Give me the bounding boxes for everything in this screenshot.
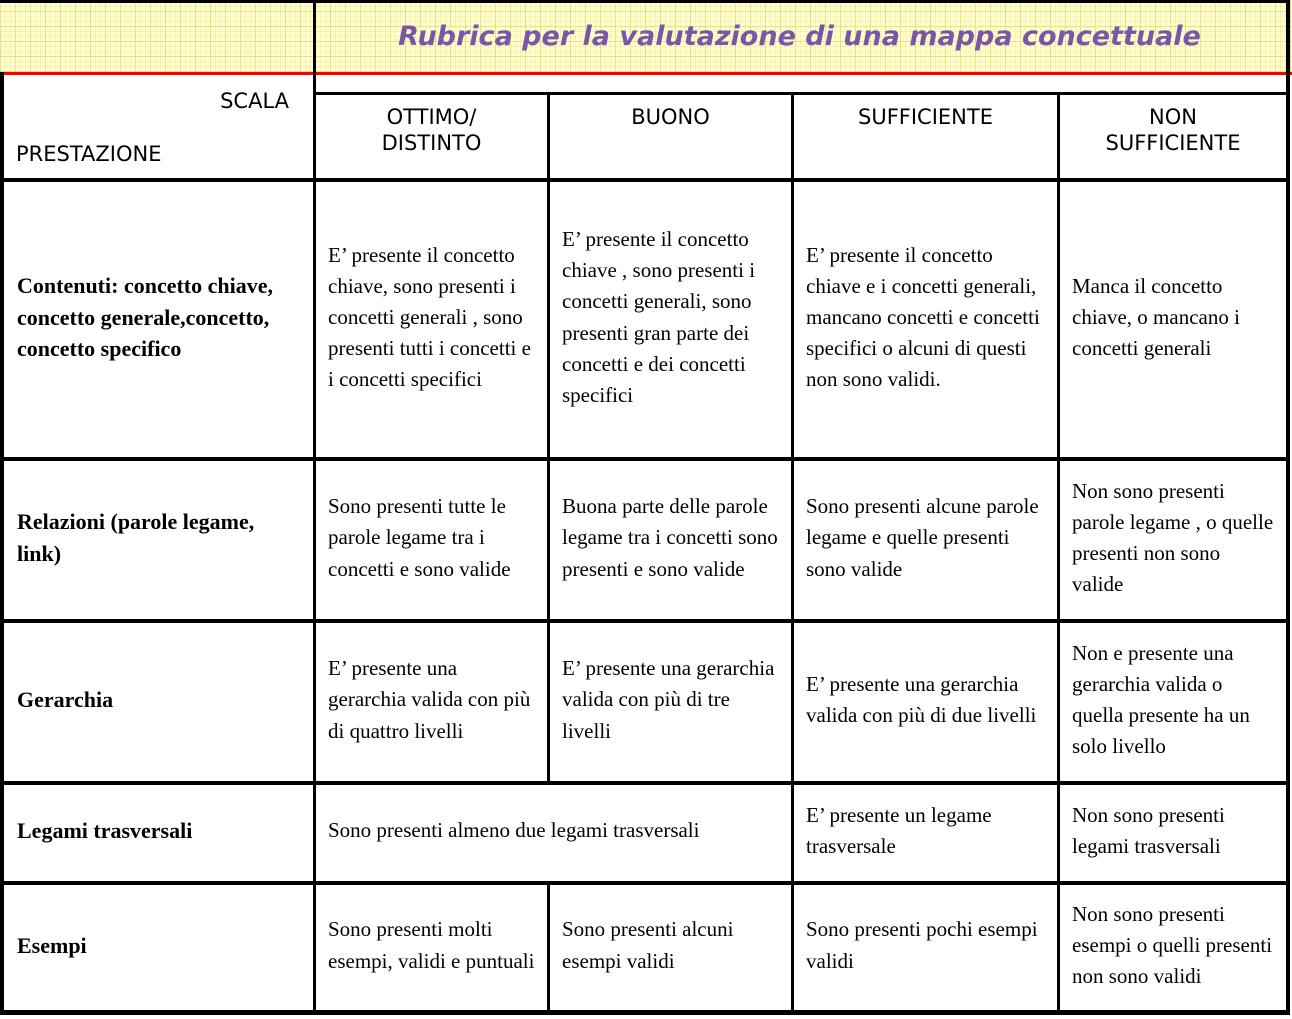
title-box: Rubrica per la valutazione di una mappa … [316,3,1283,69]
cell-text: Non sono presenti esempi o quelli presen… [1072,901,1273,989]
cell-text: E’ presente il concetto chiave , sono pr… [562,227,756,407]
col-line-2-lower [547,881,550,1014]
table-top-border [0,0,1286,3]
column-header-ottimo-distinto: OTTIMO/ DISTINTO [381,105,482,156]
row-label-esempi: Esempi [17,932,87,958]
row-line-5 [0,881,1290,885]
cell-gerarchia-non-sufficiente: Non e presente una gerarchia valida o qu… [1060,623,1286,777]
cell-relazioni-ottimo: Sono presenti tutte le parole legame tra… [316,461,547,615]
cell-text: E’ presente una gerarchia valida con più… [562,656,775,743]
column-header-non-sufficiente: NON SUFFICIENTE [1105,105,1241,156]
row-label-relazioni: Relazioni (parole legame, link) [17,509,255,566]
cell-esempi-sufficiente: Sono presenti pochi esempi validi [794,885,1057,1006]
col-line-1 [313,0,316,1014]
cell-gerarchia-ottimo: E’ presente una gerarchia valida con più… [316,623,547,777]
row-label-contenuti: Contenuti: concetto chiave, concetto gen… [17,272,274,362]
row-label-gerarchia: Gerarchia [17,687,114,713]
cell-text: E’ presente il concetto chiave e i conce… [806,242,1040,392]
cell-text: Sono presenti pochi esempi validi [806,917,1038,973]
cell-esempi-non-sufficiente: Non sono presenti esempi o quelli presen… [1060,885,1286,1006]
cell-gerarchia-sufficiente: E’ presente una gerarchia valida con più… [794,623,1057,777]
cell-text: E’ presente un legame trasversale [806,802,992,858]
cell-text: Manca il concetto chiave, o mancano i co… [1072,273,1240,361]
col-line-3 [791,92,794,1014]
page-title: Rubrica per la valutazione di una mappa … [398,20,1201,52]
row-label-legami-trasversali: Legami trasversali [17,818,193,844]
row-line-4 [0,781,1290,785]
cell-relazioni-buono: Buona parte delle parole legame tra i co… [550,461,791,615]
cell-text: Non sono presenti parole legame , o quel… [1072,478,1274,597]
column-header-sufficiente: SUFFICIENTE [858,105,993,129]
prestazione-label: PRESTAZIONE [16,142,162,166]
cell-relazioni-sufficiente: Sono presenti alcune parole legame e que… [794,461,1057,615]
table-right-border [1286,0,1290,1014]
cell-text: Sono presenti molti esempi, validi e pun… [328,917,535,973]
cell-contenuti-sufficiente: E’ presente il concetto chiave e i conce… [794,182,1057,453]
row-line-1 [0,178,1290,182]
cell-gerarchia-buono: E’ presente una gerarchia valida con più… [550,623,791,777]
top-yellow-band [0,0,1292,72]
cell-legami-ottimo-buono-merged: Sono presenti almeno due legami trasvers… [316,785,791,877]
cell-text: Buona parte delle parole legame tra i co… [562,494,778,581]
scala-label: SCALA [220,89,289,113]
cell-text: E’ presente una gerarchia valida con più… [806,671,1037,727]
table-bottom-border [0,1010,1290,1015]
cell-text: Sono presenti alcune parole legame e que… [806,494,1039,581]
cell-legami-sufficiente: E’ presente un legame trasversale [794,785,1057,877]
header-top-line [313,92,1290,95]
cell-text: E’ presente il concetto chiave, sono pre… [328,242,531,392]
table-left-border [0,72,4,1014]
cell-text: Sono presenti tutte le parole legame tra… [328,494,511,581]
cell-contenuti-buono: E’ presente il concetto chiave , sono pr… [550,182,791,453]
cell-text: Non e presente una gerarchia valida o qu… [1072,640,1250,759]
row-line-3 [0,619,1290,623]
cell-relazioni-non-sufficiente: Non sono presenti parole legame , o quel… [1060,461,1286,615]
col-line-2-upper [547,92,550,781]
corner-cell: SCALA PRESTAZIONE [4,75,313,178]
cell-contenuti-ottimo: E’ presente il concetto chiave, sono pre… [316,182,547,453]
cell-legami-non-sufficiente: Non sono presenti legami trasversali [1060,785,1286,877]
col-line-4 [1057,92,1060,1014]
cell-text: Sono presenti alcuni esempi validi [562,917,734,973]
cell-contenuti-non-sufficiente: Manca il concetto chiave, o mancano i co… [1060,182,1286,453]
column-header-buono: BUONO [631,105,710,129]
cell-esempi-ottimo: Sono presenti molti esempi, validi e pun… [316,885,547,1006]
cell-text: Non sono presenti legami trasversali [1072,802,1225,858]
cell-text: E’ presente una gerarchia valida con più… [328,656,531,743]
cell-text: Sono presenti almeno due legami trasvers… [328,818,700,843]
red-divider-line [0,72,1292,75]
cell-esempi-buono: Sono presenti alcuni esempi validi [550,885,791,1006]
row-line-2 [0,457,1290,461]
